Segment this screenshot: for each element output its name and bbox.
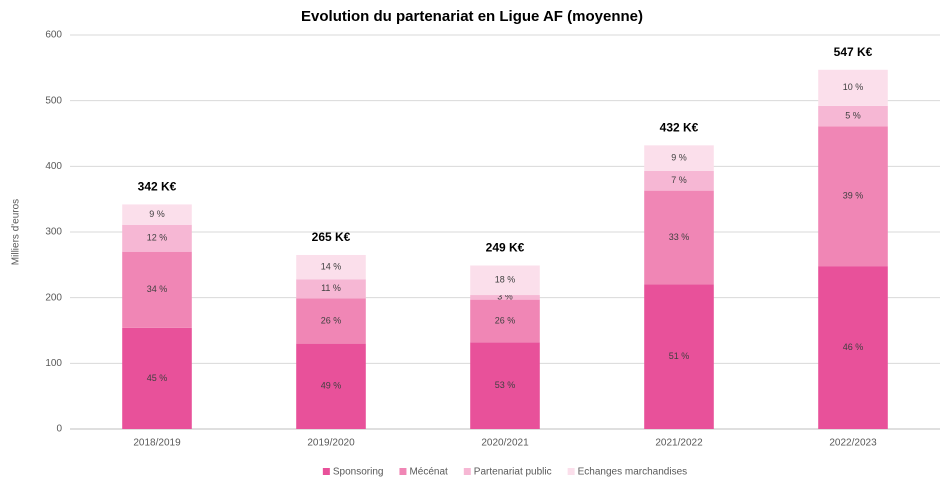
bar-segment — [122, 224, 192, 252]
legend-swatch — [463, 468, 471, 475]
segment-label: 11 % — [321, 283, 341, 293]
x-tick-label: 2022/2023 — [829, 438, 877, 449]
bar-segment — [296, 343, 366, 429]
bar-segment — [296, 298, 366, 344]
total-label: 342 K€ — [138, 180, 177, 194]
legend-label: Mécénat — [409, 467, 448, 478]
segment-label: 53 % — [495, 380, 516, 390]
bar-segment — [644, 145, 714, 171]
bar-segment — [818, 105, 888, 127]
bar-segment — [470, 265, 540, 296]
bar-segment — [644, 170, 714, 191]
total-label: 249 K€ — [486, 241, 525, 255]
legend-label: Sponsoring — [333, 467, 384, 478]
y-tick-label: 0 — [56, 424, 62, 435]
segment-label: 7 % — [671, 175, 687, 185]
total-label: 547 K€ — [834, 45, 873, 59]
x-tick-label: 2020/2021 — [481, 438, 529, 449]
segment-label: 51 % — [669, 351, 690, 361]
y-tick-label: 500 — [45, 95, 62, 106]
y-tick-label: 600 — [45, 30, 62, 41]
legend-swatch — [399, 468, 407, 475]
y-tick-label: 200 — [45, 292, 62, 303]
y-tick-label: 100 — [45, 358, 62, 369]
segment-label: 39 % — [843, 191, 864, 201]
bar-segment — [122, 251, 192, 328]
total-label: 265 K€ — [312, 230, 351, 244]
segment-label: 3 % — [497, 292, 513, 302]
segment-label: 9 % — [671, 153, 687, 163]
segment-label: 26 % — [321, 315, 342, 325]
legend-label: Echanges marchandises — [578, 467, 688, 478]
segment-label: 34 % — [147, 284, 168, 294]
legend-swatch — [567, 468, 575, 475]
bar-segment — [122, 204, 192, 225]
bar-segment — [296, 254, 366, 280]
segment-label: 49 % — [321, 381, 342, 391]
x-tick-label: 2018/2019 — [133, 438, 181, 449]
legend: Sponsoring Mécénat Partenariat public Echan… — [322, 467, 688, 478]
bar-segment — [818, 266, 888, 429]
chart-title: Evolution du partenariat en Ligue AF (mo… — [301, 8, 643, 25]
bar-segment — [818, 69, 888, 106]
bar-segment — [122, 327, 192, 429]
bar-segment — [644, 284, 714, 429]
segment-label: 33 % — [669, 232, 690, 242]
bar-segment — [470, 342, 540, 429]
segment-label: 26 % — [495, 315, 516, 325]
x-tick-label: 2019/2020 — [307, 438, 355, 449]
bar-segment — [644, 190, 714, 285]
segment-label: 14 % — [321, 262, 342, 272]
bar-segment — [470, 299, 540, 343]
segment-label: 12 % — [147, 233, 168, 243]
segment-label: 45 % — [147, 373, 168, 383]
y-axis-title: Milliers d'euros — [11, 199, 22, 265]
segment-label: 46 % — [843, 342, 864, 352]
total-label: 432 K€ — [660, 120, 699, 134]
segment-label: 10 % — [843, 82, 864, 92]
legend-swatch — [322, 468, 330, 475]
segment-label: 5 % — [845, 110, 861, 120]
legend-label: Partenariat public — [474, 467, 552, 478]
segment-label: 18 % — [495, 275, 516, 285]
y-tick-label: 400 — [45, 161, 62, 172]
segment-label: 9 % — [149, 209, 165, 219]
x-tick-label: 2021/2022 — [655, 438, 703, 449]
y-tick-label: 300 — [45, 227, 62, 238]
bar-segment — [470, 295, 540, 300]
bar-segment — [296, 279, 366, 299]
bar-segment — [818, 126, 888, 267]
